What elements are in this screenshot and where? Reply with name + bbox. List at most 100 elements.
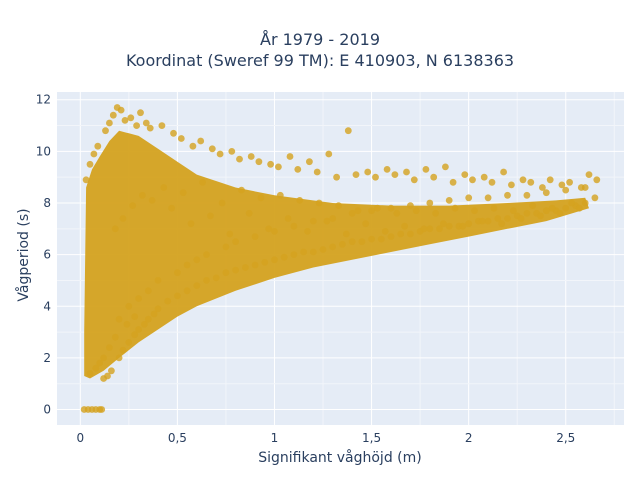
data-point: [203, 251, 210, 258]
data-point: [484, 217, 492, 225]
data-point: [508, 181, 515, 189]
data-point: [461, 171, 469, 179]
data-point: [372, 173, 379, 181]
data-point: [228, 148, 236, 155]
data-point: [144, 315, 152, 323]
data-point: [232, 238, 240, 246]
data-point: [575, 204, 583, 212]
data-point: [449, 178, 457, 186]
x-tick-label: 2,5: [556, 431, 575, 445]
data-point: [193, 256, 201, 264]
data-point: [436, 225, 443, 233]
data-point: [313, 168, 321, 176]
data-point: [490, 204, 498, 212]
data-point: [108, 367, 115, 375]
data-point: [469, 176, 476, 184]
data-point: [92, 364, 100, 372]
data-point: [344, 127, 352, 135]
data-point: [102, 127, 109, 135]
data-point: [368, 235, 375, 243]
data-point: [348, 209, 356, 217]
data-point: [222, 243, 230, 251]
data-point: [86, 370, 94, 377]
data-point: [445, 197, 453, 204]
data-point: [315, 199, 323, 207]
data-point: [148, 197, 156, 204]
chart-title-line-2: Koordinat (Sweref 99 TM): E 410903, N 61…: [125, 51, 515, 70]
y-tick-label: 2: [43, 351, 51, 365]
data-point: [504, 215, 511, 222]
data-point: [286, 153, 294, 160]
data-point: [368, 207, 375, 215]
data-point: [150, 310, 158, 318]
data-point: [504, 191, 511, 199]
data-point: [226, 230, 234, 238]
data-point: [94, 142, 102, 150]
data-point: [199, 178, 207, 186]
data-point: [591, 194, 599, 202]
data-point: [422, 166, 430, 173]
data-point: [358, 238, 366, 246]
data-point: [232, 266, 240, 274]
data-point: [86, 160, 94, 168]
data-point: [90, 150, 98, 158]
x-tick-label: 0,5: [168, 431, 187, 445]
data-point: [106, 119, 113, 127]
x-tick-label: 0: [76, 431, 84, 445]
data-point: [335, 202, 342, 210]
data-point: [257, 194, 265, 202]
data-point: [407, 202, 414, 210]
data-point: [125, 339, 133, 346]
data-point: [585, 171, 593, 179]
data-point: [362, 220, 370, 228]
data-point: [222, 269, 230, 277]
data-point: [216, 150, 224, 158]
data-point: [294, 166, 302, 173]
data-point: [125, 302, 133, 310]
data-point: [426, 199, 434, 207]
data-point: [296, 197, 304, 204]
data-point: [319, 246, 327, 253]
data-point: [407, 230, 414, 238]
data-point: [98, 406, 106, 413]
data-point: [121, 117, 129, 124]
data-point: [251, 261, 259, 269]
data-point: [432, 209, 439, 217]
data-point: [352, 171, 360, 179]
data-point: [546, 176, 554, 184]
data-point: [519, 176, 527, 184]
data-point: [255, 158, 263, 166]
data-point: [430, 173, 438, 181]
data-point: [276, 191, 284, 199]
data-point: [494, 215, 502, 222]
data-point: [119, 215, 127, 222]
data-point: [131, 331, 139, 339]
data-point: [106, 344, 113, 351]
data-point: [174, 269, 181, 277]
data-point: [208, 145, 216, 153]
data-point: [236, 155, 243, 163]
data-point: [393, 209, 401, 217]
data-point: [410, 176, 418, 184]
data-point: [420, 225, 428, 233]
data-point: [329, 243, 337, 251]
x-tick-label: 1: [271, 431, 279, 445]
data-point: [115, 315, 123, 323]
data-point: [247, 153, 255, 160]
data-point: [142, 119, 150, 127]
data-point: [333, 173, 340, 181]
data-point: [187, 220, 195, 228]
data-point: [478, 217, 486, 225]
data-point: [117, 106, 125, 114]
data-point: [160, 184, 168, 191]
data-point: [488, 178, 496, 186]
data-point: [387, 233, 395, 241]
data-point: [354, 207, 362, 215]
data-point: [500, 168, 507, 176]
data-point: [383, 166, 391, 173]
data-point: [265, 225, 273, 233]
data-point: [517, 215, 525, 222]
data-point: [542, 189, 550, 197]
data-point: [203, 277, 210, 284]
